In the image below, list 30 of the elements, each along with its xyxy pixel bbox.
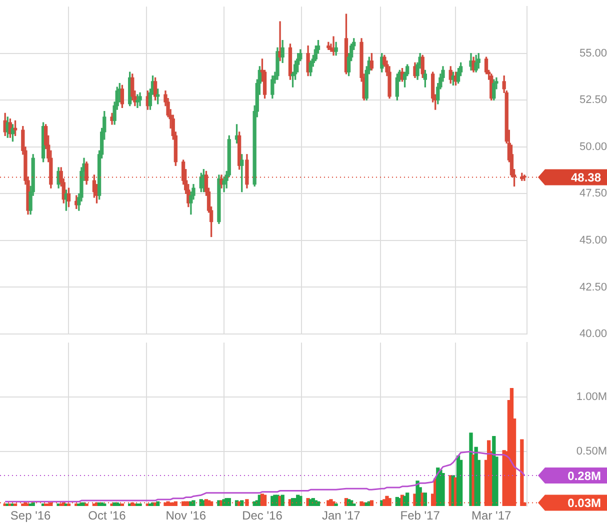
x-tick-label: Mar '17: [472, 508, 512, 523]
y-tick-label: 40.00: [579, 328, 607, 340]
bar: [406, 492, 410, 506]
bar: [334, 503, 338, 506]
bar: [227, 498, 231, 506]
bar: [441, 472, 445, 506]
x-tick-label: Nov '16: [166, 508, 206, 523]
y-tick-label: 42.50: [579, 281, 607, 294]
bar: [423, 492, 427, 506]
bar: [192, 500, 196, 506]
y-tick-label: 55.00: [579, 47, 607, 60]
y-tick-label: 52.50: [579, 94, 607, 106]
y-tick-label: 47.50: [579, 188, 607, 200]
ref-line-label: 0.03M: [568, 496, 601, 510]
x-tick-label: Feb '17: [400, 508, 440, 523]
y-tick-label: 1.00M: [576, 391, 607, 404]
bar: [298, 496, 302, 506]
y-tick-label: 50.00: [579, 140, 607, 153]
ref-line-label: 0.28M: [568, 468, 601, 483]
bar: [138, 503, 142, 506]
y-tick-label: 0.50M: [576, 446, 607, 458]
bar: [458, 460, 463, 506]
x-tick-label: Sep '16: [10, 508, 52, 523]
ref-line-label: 48.38: [570, 170, 602, 185]
x-tick-label: Oct '16: [88, 508, 126, 523]
y-tick-label: 45.00: [579, 234, 607, 246]
bar: [102, 503, 106, 506]
bar: [352, 503, 356, 506]
x-tick-label: Dec '16: [242, 508, 283, 523]
x-tick-label: Jan '17: [322, 508, 361, 523]
